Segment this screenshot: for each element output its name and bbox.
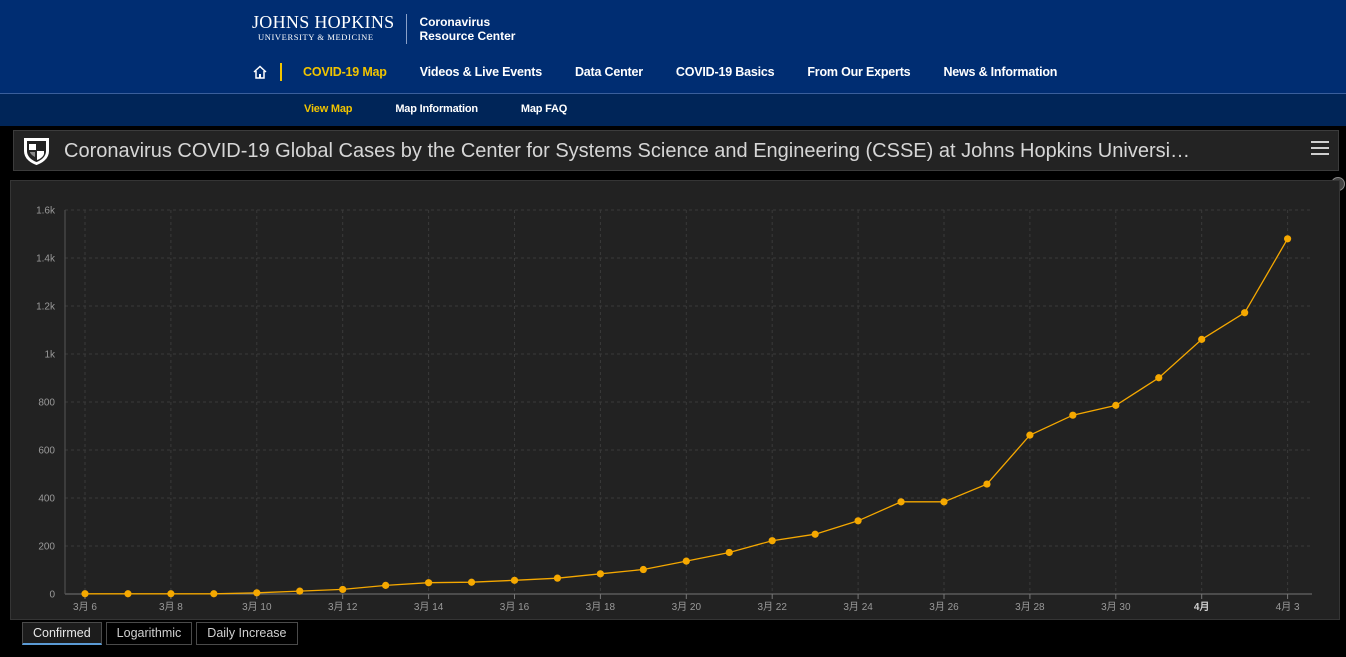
data-point — [382, 581, 390, 589]
x-tick-label: 3月 10 — [242, 601, 272, 613]
x-tick-label: 4月 3 — [1276, 601, 1300, 613]
data-point — [725, 548, 733, 557]
x-tick-label: 3月 6 — [73, 601, 97, 613]
data-point — [940, 498, 948, 506]
data-point — [596, 570, 605, 578]
chart-panel — [10, 180, 1340, 620]
brand-divider — [406, 14, 408, 44]
home-icon[interactable] — [252, 63, 270, 81]
y-tick-label: 600 — [38, 446, 55, 457]
y-tick-label: 0 — [49, 590, 55, 601]
data-point — [1069, 411, 1077, 419]
data-point — [553, 574, 562, 582]
resource-center-title[interactable]: Coronavirus Resource Center — [419, 15, 515, 43]
nav-separator — [280, 63, 282, 81]
data-point — [897, 498, 905, 506]
data-point — [854, 517, 862, 525]
data-point — [639, 565, 647, 574]
y-tick-label: 1.2k — [36, 302, 56, 313]
x-tick-label: 3月 20 — [672, 601, 702, 613]
x-tick-label: 3月 26 — [929, 601, 959, 613]
x-tick-label: 3月 16 — [500, 601, 530, 613]
data-point — [768, 537, 776, 545]
y-tick-label: 800 — [38, 398, 55, 409]
data-point — [124, 590, 132, 598]
y-tick-label: 1.4k — [36, 254, 56, 265]
x-tick-label: 3月 18 — [586, 601, 616, 613]
data-point — [983, 480, 991, 488]
data-point — [811, 530, 819, 538]
chart-tabs: Confirmed Logarithmic Daily Increase — [22, 622, 302, 645]
data-point — [1026, 431, 1034, 439]
data-point — [210, 590, 218, 598]
hamburger-menu-icon[interactable] — [1311, 141, 1329, 159]
x-tick-label: 3月 14 — [414, 601, 444, 613]
sub-navigation-bar: View Map Map Information Map FAQ — [0, 93, 1346, 126]
subnav-map-information[interactable]: Map Information — [395, 103, 478, 115]
data-point — [296, 587, 304, 595]
jhu-shield-icon — [23, 137, 50, 166]
data-point — [81, 590, 89, 598]
data-point — [253, 589, 261, 597]
data-point — [1284, 235, 1292, 243]
resource-center-line-1: Coronavirus — [419, 15, 491, 29]
data-point — [339, 585, 347, 594]
data-point — [467, 578, 476, 586]
tab-daily-increase[interactable]: Daily Increase — [196, 622, 298, 645]
brand-lockup[interactable]: JOHNS HOPKINS UNIVERSITY & MEDICINE Coro… — [252, 12, 515, 46]
x-tick-label: 3月 8 — [159, 601, 183, 613]
nav-covid-19-map[interactable]: COVID-19 Map — [303, 65, 387, 79]
data-point — [1155, 374, 1163, 382]
x-tick-label: 3月 24 — [843, 601, 873, 613]
data-point — [1198, 335, 1206, 343]
x-tick-label: 3月 22 — [757, 601, 787, 613]
data-point — [682, 557, 690, 565]
johns-hopkins-logo[interactable]: JOHNS HOPKINS UNIVERSITY & MEDICINE — [252, 12, 394, 42]
top-navigation-bar: JOHNS HOPKINS UNIVERSITY & MEDICINE Coro… — [0, 0, 1346, 93]
data-point — [1241, 309, 1249, 317]
data-point — [510, 576, 519, 584]
tab-logarithmic[interactable]: Logarithmic — [105, 622, 193, 645]
tab-confirmed[interactable]: Confirmed — [22, 622, 102, 645]
data-point — [1112, 401, 1120, 409]
y-tick-label: 400 — [38, 494, 55, 505]
nav-videos-live-events[interactable]: Videos & Live Events — [419, 65, 542, 79]
logo-line-1: JOHNS HOPKINS — [252, 12, 395, 32]
nav-covid-19-basics[interactable]: COVID-19 Basics — [675, 65, 775, 79]
nav-from-our-experts[interactable]: From Our Experts — [807, 65, 911, 79]
y-tick-label: 200 — [38, 542, 55, 553]
logo-line-2: UNIVERSITY & MEDICINE — [258, 32, 374, 42]
nav-news-information[interactable]: News & Information — [943, 65, 1058, 79]
subnav-view-map[interactable]: View Map — [304, 103, 353, 115]
x-tick-label: 3月 30 — [1101, 601, 1131, 613]
x-tick-label: 3月 28 — [1015, 601, 1045, 613]
x-tick-label: 3月 12 — [328, 601, 358, 613]
nav-data-center[interactable]: Data Center — [574, 65, 643, 79]
resource-center-line-2: Resource Center — [419, 29, 516, 43]
data-point — [425, 579, 433, 587]
dashboard-header: Coronavirus COVID-19 Global Cases by the… — [13, 130, 1339, 171]
main-nav: COVID-19 Map Videos & Live Events Data C… — [252, 60, 1090, 84]
data-point — [167, 590, 175, 598]
subnav-map-faq[interactable]: Map FAQ — [520, 103, 568, 115]
y-tick-label: 1.6k — [36, 206, 56, 217]
x-tick-label: 4月 — [1194, 601, 1210, 613]
y-tick-label: 1k — [44, 350, 56, 361]
